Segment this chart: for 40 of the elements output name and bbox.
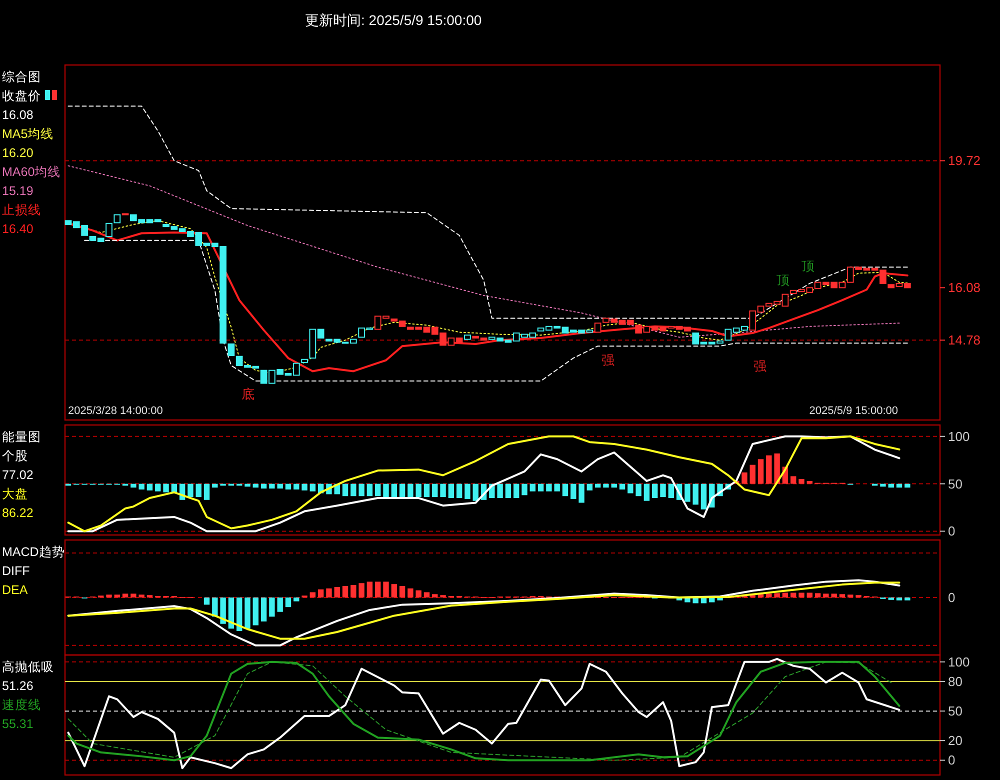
annotation: 2025/5/9 15:00:00 bbox=[809, 404, 898, 417]
annotation: 2025/3/28 14:00:00 bbox=[68, 404, 163, 417]
text: 86.22 bbox=[2, 506, 34, 520]
legend-title: 综合图 bbox=[2, 70, 41, 84]
text: 77.02 bbox=[2, 468, 34, 482]
annotation: 顶 bbox=[776, 272, 790, 288]
y-tick-label: 50 bbox=[948, 476, 962, 492]
text: 16.40 bbox=[2, 222, 34, 236]
y-tick-label: 0 bbox=[948, 752, 956, 768]
annotation: 强 bbox=[602, 352, 614, 368]
legend-title: 能量图 bbox=[2, 430, 41, 444]
y-tick-label: 50 bbox=[948, 704, 962, 719]
text: 个股 bbox=[2, 449, 28, 463]
chart-title: 更新时间: 2025/5/9 15:00:00 bbox=[305, 12, 482, 28]
y-tick-label: 20 bbox=[948, 733, 962, 748]
text: DIFF bbox=[2, 564, 30, 578]
text: DEA bbox=[2, 583, 28, 597]
annotation: 顶 bbox=[802, 258, 814, 274]
text: 51.26 bbox=[2, 679, 34, 693]
y-tick-label: 14.78 bbox=[948, 332, 981, 348]
annotation: 底 bbox=[242, 386, 254, 402]
text: 速度线 bbox=[2, 697, 41, 712]
text: 55.31 bbox=[2, 717, 34, 731]
legend-title: MACD趋势 bbox=[2, 545, 65, 559]
y-tick-label: 100 bbox=[948, 428, 970, 444]
text: 高抛低吸 bbox=[2, 659, 54, 674]
text: 止损线 bbox=[2, 203, 41, 217]
text: 16.08 bbox=[2, 108, 34, 122]
series-label: MA60均线 bbox=[2, 165, 61, 179]
annotation: 强 bbox=[754, 358, 766, 374]
y-tick-label: 0 bbox=[948, 524, 956, 539]
y-tick-label: 16.08 bbox=[948, 280, 981, 296]
text: MA5均线 bbox=[2, 127, 54, 141]
y-tick-label: 80 bbox=[948, 674, 962, 690]
y-tick-label: 100 bbox=[948, 654, 970, 670]
y-tick-label: 19.72 bbox=[948, 153, 981, 168]
text: 大盘 bbox=[2, 487, 28, 501]
text: 15.19 bbox=[2, 184, 34, 198]
legend-label: 收盘价 bbox=[2, 89, 41, 103]
text: 16.20 bbox=[2, 146, 34, 160]
